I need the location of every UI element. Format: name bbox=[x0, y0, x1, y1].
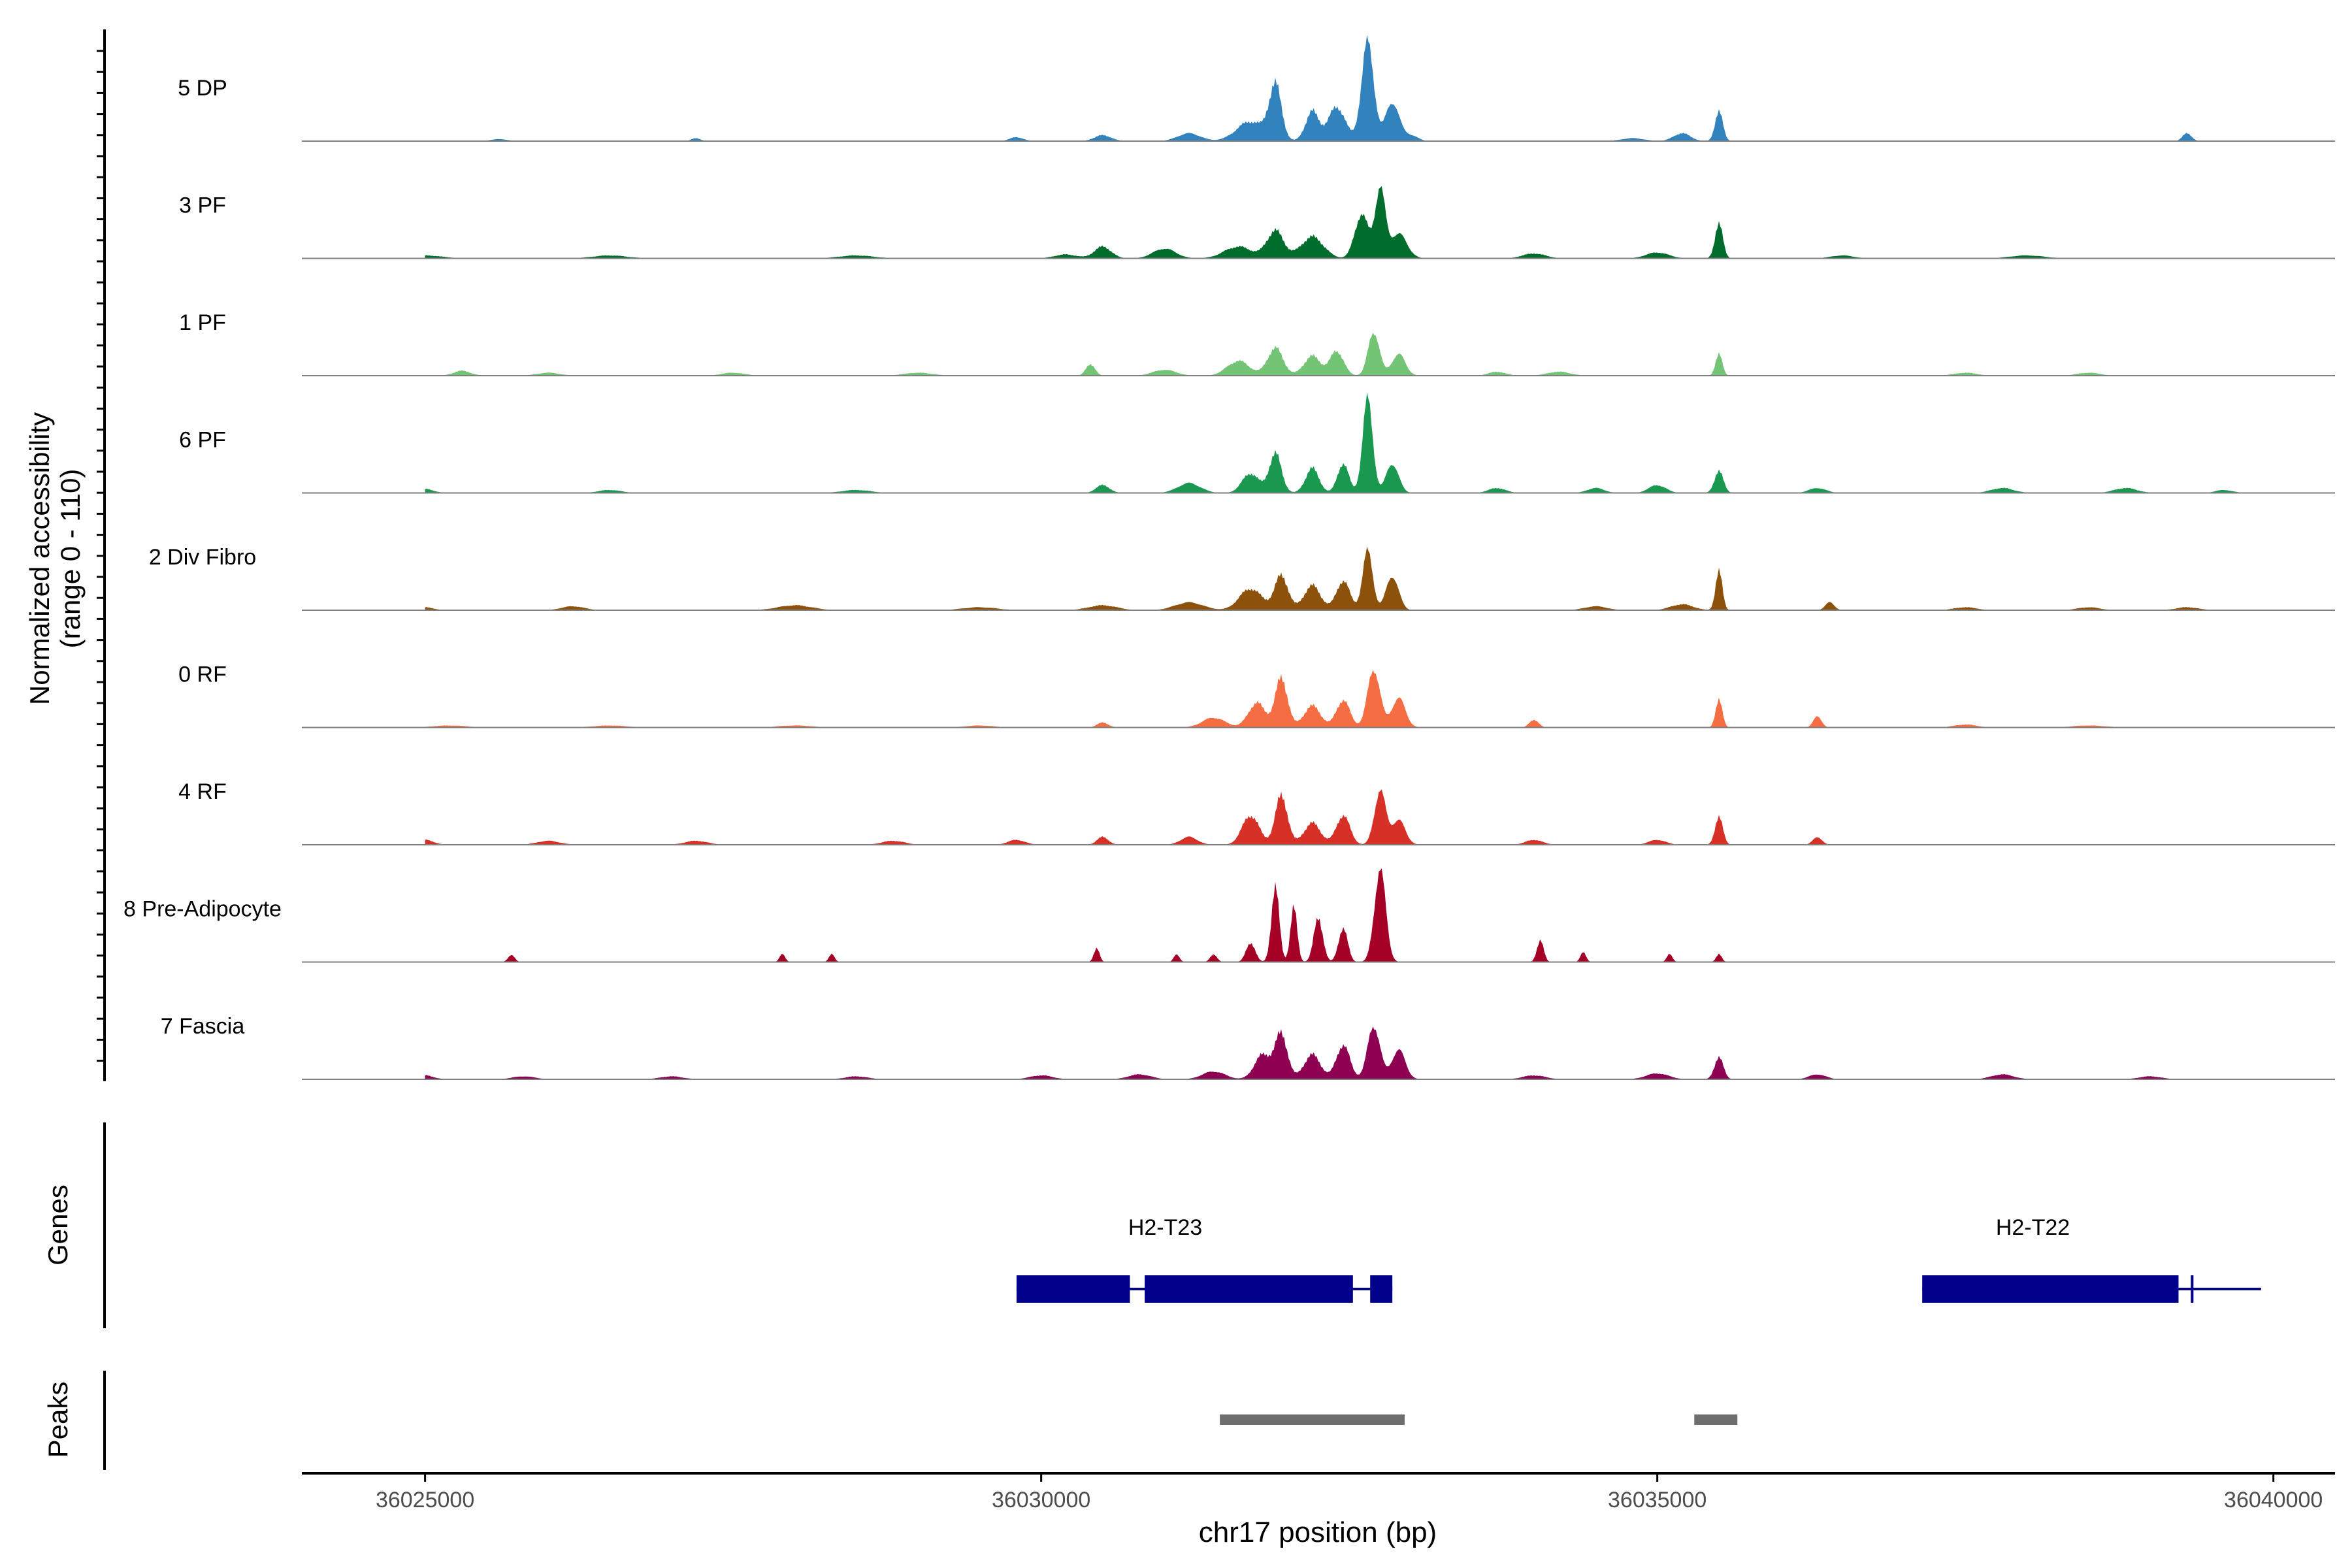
track-5-dp: 5 DP bbox=[178, 35, 2335, 142]
track-signal bbox=[425, 35, 2274, 141]
y-axis-title: Normalized accessibility (range 0 - 110) bbox=[24, 412, 86, 705]
gene-exon bbox=[1016, 1275, 1130, 1303]
gene-h2-t22: H2-T22 bbox=[1922, 1215, 2261, 1303]
y-axis bbox=[97, 29, 106, 1081]
track-label: 0 RF bbox=[178, 662, 227, 687]
x-tick-label: 36035000 bbox=[1608, 1488, 1707, 1512]
track-label: 3 PF bbox=[179, 193, 226, 218]
gene-models: H2-T23 H2-T22 bbox=[1016, 1215, 2261, 1303]
gene-exon bbox=[1922, 1275, 2179, 1303]
x-axis-title: chr17 position (bp) bbox=[1199, 1516, 1437, 1548]
peak-region bbox=[1220, 1414, 1405, 1425]
track-signal bbox=[425, 546, 2274, 610]
track-label: 1 PF bbox=[179, 310, 226, 335]
y-axis-title-line2: (range 0 - 110) bbox=[55, 469, 86, 649]
track-7-fascia: 7 Fascia bbox=[161, 1014, 2335, 1080]
track-6-pf: 6 PF bbox=[179, 392, 2335, 494]
track-label: 8 Pre-Adipocyte bbox=[123, 897, 282, 922]
peak-region bbox=[1694, 1414, 1738, 1425]
track-signal bbox=[425, 868, 2274, 962]
genes-panel-label: Genes bbox=[42, 1184, 73, 1266]
track-0-rf: 0 RF bbox=[178, 662, 2335, 728]
gene-h2-t23: H2-T23 bbox=[1016, 1215, 1393, 1303]
track-4-rf: 4 RF bbox=[178, 779, 2335, 845]
track-label: 6 PF bbox=[179, 428, 226, 453]
gene-exon bbox=[2191, 1275, 2194, 1303]
track-signal bbox=[425, 1026, 2274, 1079]
track-1-pf: 1 PF bbox=[179, 310, 2335, 376]
y-axis-title-line1: Normalized accessibility bbox=[24, 412, 55, 705]
coverage-tracks: 5 DP 3 PF 1 PF 6 PF 2 Div Fibro 0 RF 4 RF 8 Pre… bbox=[123, 35, 2335, 1080]
gene-exon bbox=[1145, 1275, 1353, 1303]
track-2-div-fibro: 2 Div Fibro bbox=[149, 545, 2335, 611]
track-signal bbox=[425, 333, 2274, 376]
track-label: 4 RF bbox=[178, 779, 227, 804]
peaks-panel-label: Peaks bbox=[42, 1382, 73, 1458]
peak-regions bbox=[1220, 1414, 1738, 1425]
x-tick-label: 36025000 bbox=[376, 1488, 474, 1512]
gene-label: H2-T23 bbox=[1128, 1215, 1202, 1240]
track-label: 5 DP bbox=[178, 76, 227, 101]
gene-exon bbox=[1370, 1275, 1393, 1303]
track-8-pre-adipocyte: 8 Pre-Adipocyte bbox=[123, 868, 2335, 963]
track-label: 2 Div Fibro bbox=[149, 545, 256, 570]
x-tick-label: 36030000 bbox=[992, 1488, 1090, 1512]
gene-label: H2-T22 bbox=[1996, 1215, 2070, 1240]
track-label: 7 Fascia bbox=[161, 1014, 245, 1039]
track-signal bbox=[425, 670, 2274, 728]
track-signal bbox=[425, 392, 2274, 493]
track-3-pf: 3 PF bbox=[179, 186, 2335, 259]
track-signal bbox=[425, 789, 2274, 845]
x-tick-label: 36040000 bbox=[2224, 1488, 2323, 1512]
track-signal bbox=[425, 186, 2274, 259]
x-axis-ticks: 36025000 36030000 36035000 36040000 bbox=[376, 1473, 2323, 1512]
